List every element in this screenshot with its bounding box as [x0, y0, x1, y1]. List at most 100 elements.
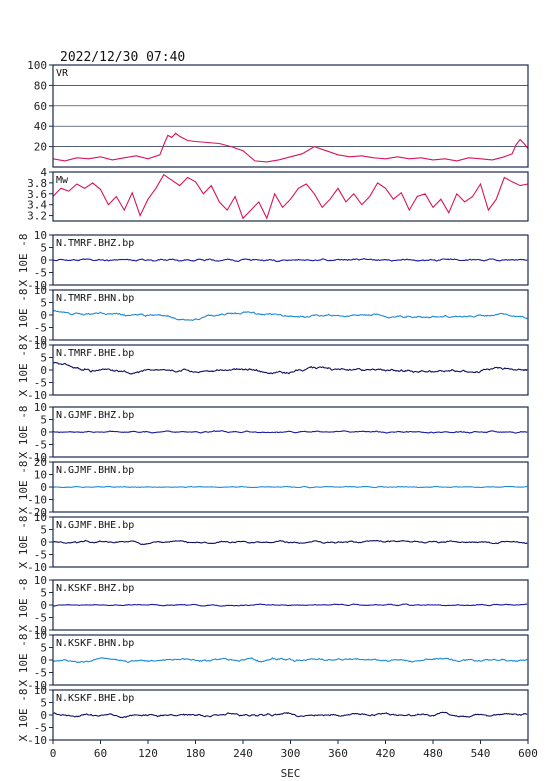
panel-7-frame — [52, 461, 529, 513]
panel-4-ytick-label: 10 — [34, 284, 47, 297]
panel-1-trace — [52, 132, 529, 163]
panel-1-ytick-label: 60 — [34, 100, 47, 113]
panel-8-ytick-label: -5 — [34, 549, 47, 562]
panel-5-ytick-label: 0 — [40, 364, 47, 377]
panel-10-ytick-label: 5 — [40, 642, 47, 655]
panel-4-ytick-label: -5 — [34, 322, 47, 335]
panel-6-ytick-label: -5 — [34, 439, 47, 452]
panel-9-ytick-label: 10 — [34, 574, 47, 587]
panel-5-trace — [52, 361, 528, 375]
x-tick-label: 240 — [233, 747, 253, 760]
panel-6-ytick-label: 10 — [34, 401, 47, 414]
panel-5-ytick-label: -5 — [34, 377, 47, 390]
panel-9-ytick-label: -5 — [34, 612, 47, 625]
panel-6-title: N.GJMF.BHZ.bp — [56, 410, 134, 421]
panel-5-ytick-label: -10 — [27, 389, 47, 402]
panel-2-ytick-label: 3.4 — [27, 199, 47, 212]
panel-6-ytick-label: 5 — [40, 414, 47, 427]
panel-11-ytick-label: -10 — [27, 734, 47, 747]
panel-5-title: N.TMRF.BHE.bp — [56, 348, 134, 359]
panel-11-ytick-label: -5 — [34, 722, 47, 735]
panel-4-title: N.TMRF.BHN.bp — [56, 293, 134, 304]
panel-7-ytick-label: 0 — [40, 481, 47, 494]
panel-2-ytick-label: 4 — [40, 166, 47, 179]
panel-6-ytick-label: 0 — [40, 426, 47, 439]
panel-2-trace — [52, 173, 529, 220]
panel-1-ytick-label: 40 — [34, 120, 47, 133]
x-tick-label: 540 — [471, 747, 491, 760]
panel-3-ytick-label: -5 — [34, 267, 47, 280]
panel-7-ytick-label: -20 — [27, 506, 47, 519]
panel-3-ytick-label: 5 — [40, 242, 47, 255]
panel-7-title: N.GJMF.BHN.bp — [56, 465, 134, 476]
panel-8-ytick-label: 5 — [40, 524, 47, 537]
panel-1-title: VR — [56, 68, 69, 79]
x-tick-label: 480 — [423, 747, 443, 760]
panel-8-ytick-label: 0 — [40, 536, 47, 549]
header-datetime: 2022/12/30 07:40 — [60, 50, 186, 65]
panel-6-ytick-label: -10 — [27, 451, 47, 464]
panel-6-trace — [52, 430, 528, 434]
panel-6-frame — [52, 406, 529, 458]
panel-7-ytick-label: -10 — [27, 494, 47, 507]
panel-1-ytick-label: 80 — [34, 79, 47, 92]
panel-10-frame — [52, 634, 529, 686]
panel-3-ytick-label: 0 — [40, 254, 47, 267]
panel-7-trace — [53, 485, 528, 489]
panel-4-ytick-label: 0 — [40, 309, 47, 322]
x-tick-label: 420 — [376, 747, 396, 760]
panel-9-ytick-label: 0 — [40, 599, 47, 612]
panel-11-ytick-label: 0 — [40, 709, 47, 722]
x-tick-label: 600 — [518, 747, 538, 760]
panel-8-ytick-label: -10 — [27, 561, 47, 574]
panel-9-ytick-label: 5 — [40, 587, 47, 600]
panel-2-title: Mw — [56, 175, 69, 186]
panel-5-ytick-label: 10 — [34, 339, 47, 352]
x-tick-label: 360 — [328, 747, 348, 760]
panel-5-ylabel: X 10E -8 — [17, 344, 30, 397]
panel-1-ytick-label: 100 — [27, 59, 47, 72]
panel-7-ylabel: X 10E -8 — [17, 461, 30, 514]
x-axis-label: SEC — [281, 767, 301, 780]
panel-3-ytick-label: -10 — [27, 279, 47, 292]
panel-1-ytick-label: 20 — [34, 141, 47, 154]
panel-4-frame — [52, 289, 529, 341]
panel-7-ytick-label: 10 — [34, 469, 47, 482]
panel-9-ylabel: X 10E -8 — [17, 579, 30, 632]
x-tick-label: 300 — [281, 747, 301, 760]
panel-6-ylabel: X 10E -8 — [17, 406, 30, 459]
panel-11-ytick-label: 5 — [40, 697, 47, 710]
panel-9-title: N.KSKF.BHZ.bp — [56, 583, 134, 594]
panel-2-frame — [52, 171, 529, 222]
panel-4-ytick-label: 5 — [40, 297, 47, 310]
panel-1-frame — [52, 64, 529, 168]
panel-9-trace — [52, 603, 528, 607]
x-tick-label: 180 — [186, 747, 206, 760]
panel-8-ytick-label: 10 — [34, 511, 47, 524]
panel-10-trace — [52, 657, 528, 664]
panel-2-ytick-label: 3.6 — [27, 188, 47, 201]
panel-10-ytick-label: -5 — [34, 667, 47, 680]
panel-11-title: N.KSKF.BHE.bp — [56, 693, 134, 704]
panel-10-ytick-label: 10 — [34, 629, 47, 642]
panel-11-ylabel: X 10E -8 — [17, 689, 30, 742]
panel-2-ytick-label: 3.8 — [27, 177, 47, 190]
panel-10-ytick-label: -10 — [27, 679, 47, 692]
panel-10-ytick-label: 0 — [40, 654, 47, 667]
panel-7-ytick-label: 20 — [34, 456, 47, 469]
panel-2-ytick-label: 3.2 — [27, 210, 47, 223]
panel-3-trace — [52, 257, 528, 263]
panel-8-frame — [52, 516, 529, 568]
panel-3-frame — [52, 234, 529, 286]
x-tick-label: 120 — [138, 747, 158, 760]
panel-9-frame — [52, 579, 529, 631]
panel-9-ytick-label: -10 — [27, 624, 47, 637]
panel-4-ylabel: X 10E -8 — [17, 289, 30, 342]
panel-5-frame — [52, 344, 529, 396]
panel-11-ytick-label: 10 — [34, 684, 47, 697]
panel-3-ytick-label: 10 — [34, 229, 47, 242]
x-tick-label: 0 — [50, 747, 57, 760]
panel-4-ytick-label: -10 — [27, 334, 47, 347]
panel-4-trace — [52, 309, 528, 322]
panel-8-trace — [52, 539, 528, 546]
